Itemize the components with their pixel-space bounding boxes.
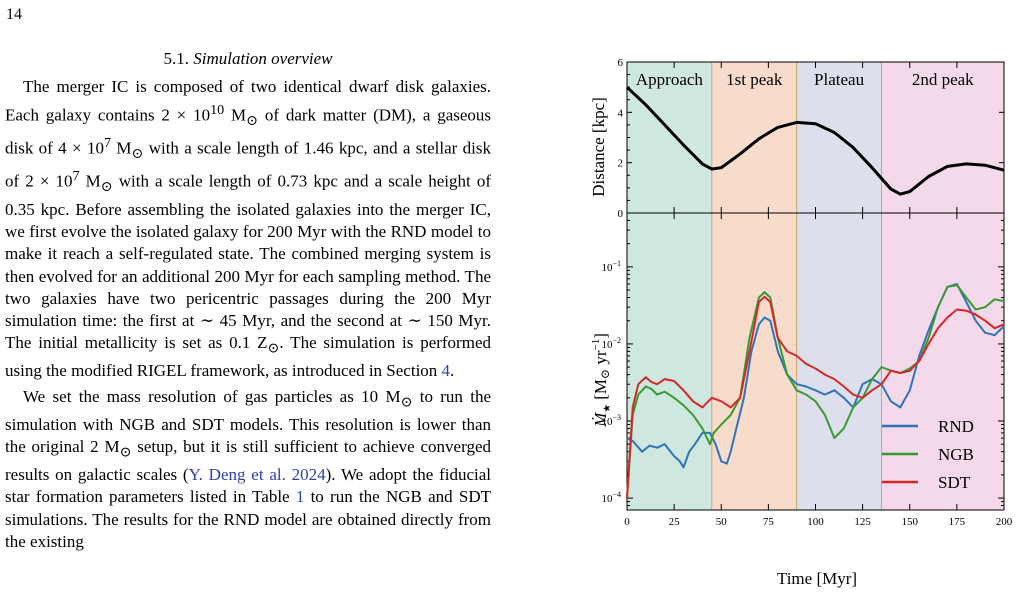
bottom-y-axis-label: Ṁ★[M⊙ yr−1] bbox=[590, 333, 613, 428]
legend-label-sdt: SDT bbox=[938, 473, 971, 492]
distance-line bbox=[625, 86, 1005, 196]
p2-text-3: setup, but it is still sufficient to ach… bbox=[5, 437, 491, 485]
y-tick-label: 6 bbox=[618, 57, 624, 69]
series-line-rnd bbox=[626, 283, 1005, 469]
series-line-ngb bbox=[626, 284, 1005, 499]
figure: Approach 1st peak Plateau 2nd peak 0 2 4 6 10−… bbox=[589, 57, 1012, 588]
sun-symbol: ⊙ bbox=[400, 394, 413, 411]
series-line-sdt bbox=[626, 295, 1005, 499]
p1-text-3: of dark matter (DM), a gaseous disk of 4… bbox=[5, 105, 492, 158]
phase-band bbox=[627, 62, 712, 510]
section-number: 5.1. bbox=[163, 49, 189, 68]
phase-label: 1st peak bbox=[726, 70, 783, 89]
x-tick-label: 200 bbox=[996, 516, 1012, 528]
sun-symbol: ⊙ bbox=[267, 340, 280, 357]
p1-text-6: M bbox=[79, 171, 101, 191]
p1-sup-3: 7 bbox=[72, 168, 80, 185]
table-link[interactable]: 1 bbox=[295, 487, 305, 507]
p2-text-1: We set the mass resolution of gas partic… bbox=[23, 387, 401, 407]
top-y-axis-label: Distance [kpc] bbox=[589, 97, 608, 197]
p1-text-2: M bbox=[224, 105, 247, 125]
x-axis-label: Time [Myr] bbox=[777, 569, 857, 588]
y-tick-label: 2 bbox=[618, 158, 624, 170]
x-tick-label: 100 bbox=[807, 516, 824, 528]
series-lines bbox=[625, 86, 1005, 499]
p1-sup-2: 7 bbox=[103, 134, 112, 151]
phase-label: Plateau bbox=[814, 70, 865, 89]
y-tick-label: 10−4 bbox=[601, 490, 621, 505]
legend-label-ngb: NGB bbox=[938, 445, 974, 464]
y-tick-label: 10−2 bbox=[601, 336, 621, 351]
citation-link[interactable]: Y. Deng et al. 2024 bbox=[188, 465, 326, 485]
y-tick-label: 4 bbox=[618, 107, 624, 119]
p2-text-4: ). We adopt the fiducial star formation … bbox=[5, 465, 491, 507]
section-title: Simulation overview bbox=[193, 49, 333, 68]
y-tick-label: 10−1 bbox=[601, 259, 621, 274]
p1-text-4: M bbox=[111, 138, 132, 158]
sun-symbol: ⊙ bbox=[246, 112, 259, 129]
phase-band bbox=[796, 62, 882, 510]
section-link[interactable]: 4 bbox=[441, 361, 451, 381]
phase-bands: Approach 1st peak Plateau 2nd peak bbox=[627, 62, 1004, 510]
sun-symbol: ⊙ bbox=[100, 179, 113, 196]
x-tick-label: 75 bbox=[763, 516, 775, 528]
paragraph-2: We set the mass resolution of gas partic… bbox=[5, 386, 491, 553]
sun-symbol: ⊙ bbox=[119, 444, 132, 461]
phase-label: 2nd peak bbox=[912, 70, 974, 89]
x-tick-label: 25 bbox=[669, 516, 681, 528]
p1-text-9: . bbox=[450, 361, 455, 381]
phase-band bbox=[711, 62, 797, 510]
x-tick-label: 125 bbox=[854, 516, 871, 528]
x-tick-label: 150 bbox=[902, 516, 919, 528]
y-tick-label: 0 bbox=[618, 208, 624, 220]
x-tick-label: 175 bbox=[949, 516, 966, 528]
bottom-panel: 10−4 10−3 10−2 10−1 0 25 50 75 100 125 150 175 200 bbox=[601, 212, 1012, 528]
sun-symbol: ⊙ bbox=[131, 145, 144, 162]
y-tick-label: 10−3 bbox=[601, 413, 621, 428]
p2-text-2: to run the simulation with NGB and SDT m… bbox=[5, 387, 491, 457]
section-heading: 5.1. Simulation overview bbox=[5, 48, 491, 70]
legend: RND NGB SDT bbox=[882, 417, 974, 492]
p1-text-7: with a scale length of 0.73 kpc and a sc… bbox=[5, 171, 491, 353]
paragraph-1: The merger IC is composed of two identic… bbox=[5, 76, 491, 382]
p1-sup-1: 10 bbox=[210, 101, 225, 118]
x-tick-label: 0 bbox=[624, 516, 630, 528]
p1-text-1: The merger IC is composed of two identic… bbox=[5, 77, 491, 125]
p1-text-8: . The simulation is performed using the … bbox=[5, 333, 491, 381]
text-column: 5.1. Simulation overview The merger IC i… bbox=[5, 48, 491, 553]
p2-text-5: to run the NGB and SDT simulations. The … bbox=[5, 487, 491, 551]
p1-text-5: with a scale length of 1.46 kpc, and a s… bbox=[5, 138, 492, 191]
x-tick-label: 50 bbox=[716, 516, 728, 528]
page-number: 14 bbox=[6, 6, 22, 23]
legend-label-rnd: RND bbox=[938, 417, 974, 436]
phase-band bbox=[881, 62, 1004, 510]
phase-label: Approach bbox=[636, 70, 704, 89]
